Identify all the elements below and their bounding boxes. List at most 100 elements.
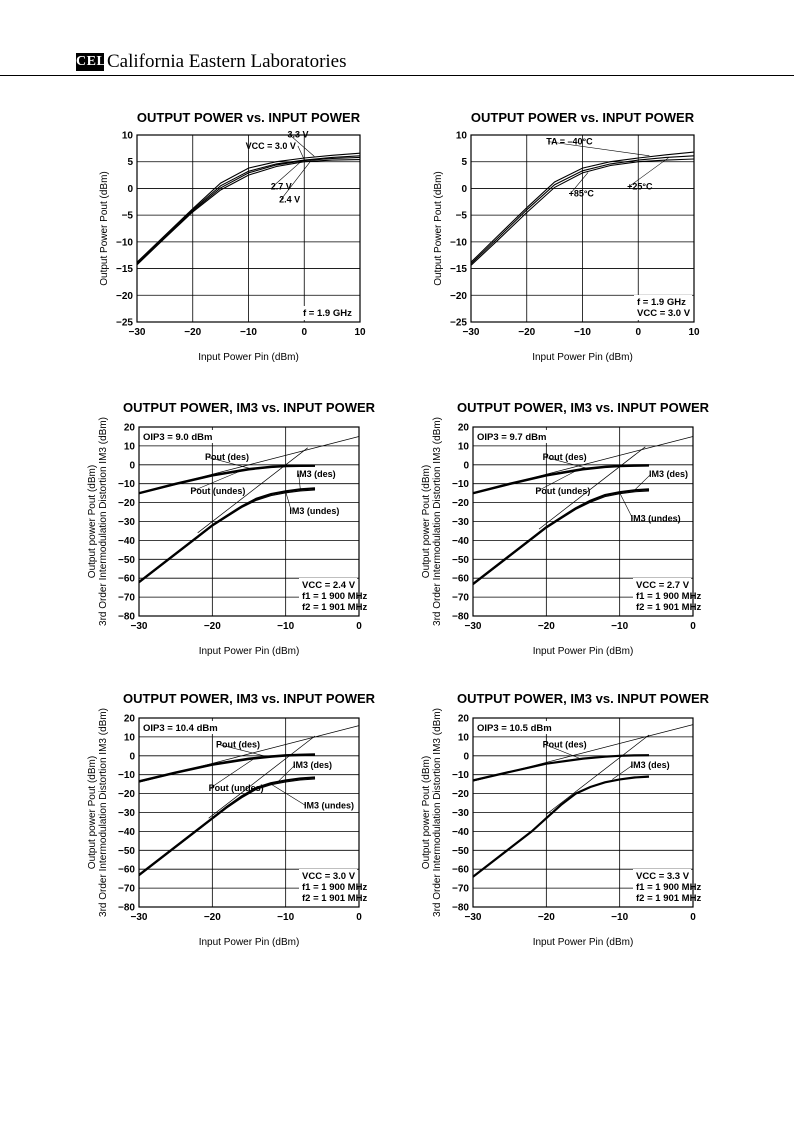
series-label: Pout (undes) [209, 783, 264, 793]
label-leader-line [192, 470, 242, 492]
y-tick-label: 10 [122, 131, 134, 142]
x-tick-label: −20 [204, 912, 221, 923]
x-tick-label: −10 [574, 327, 591, 338]
series-line [473, 490, 650, 586]
label-leader-line [270, 783, 307, 806]
label-leader-line [298, 474, 301, 490]
series-label: IM3 (undes) [289, 506, 339, 516]
series-label: 3.3 V [288, 130, 309, 140]
y-tick-label: −60 [452, 574, 469, 585]
series-line [139, 753, 316, 783]
label-leader-line [280, 160, 312, 200]
series-label: IM3 (des) [649, 469, 688, 479]
y-tick-label: −30 [118, 808, 135, 819]
y-tick-label: −60 [452, 865, 469, 876]
y-tick-label: −50 [452, 555, 469, 566]
x-tick-label: 0 [690, 912, 696, 923]
chart-title: OUTPUT POWER, IM3 vs. INPUT POWER [123, 400, 376, 415]
y-tick-label: −20 [118, 789, 135, 800]
chart-6: OUTPUT POWER, IM3 vs. INPUT POWER −30 −20 −… [421, 691, 710, 948]
x-tick-label: −20 [538, 621, 555, 632]
x-tick-label: −30 [131, 912, 148, 923]
x-tick-label: −10 [611, 621, 628, 632]
oip3-bg [141, 430, 215, 443]
y-axis-label: Output power Pout (dBm) [421, 756, 432, 869]
header-rule [0, 75, 794, 76]
cel-logo: CEL [76, 53, 107, 71]
reference-line [139, 725, 359, 783]
y-tick-label: −10 [450, 237, 467, 248]
y-tick-label: 10 [458, 441, 470, 452]
oip3-bg [141, 721, 215, 734]
y-tick-label: −40 [452, 536, 469, 547]
x-tick-label: 0 [301, 327, 307, 338]
series-label: Pout (des) [543, 739, 587, 749]
y-axis-label: Output Power Pout (dBm) [433, 171, 444, 286]
y-axis-label-2: 3rd Order Intermodulation Distortion IM3… [98, 417, 109, 626]
y-tick-label: −20 [452, 789, 469, 800]
x-tick-label: −30 [131, 621, 148, 632]
y-tick-label: −80 [452, 903, 469, 914]
y-tick-label: 0 [129, 460, 135, 471]
label-leader-line [634, 473, 652, 491]
annotation-text: f1 = 1 900 MHz [636, 591, 701, 602]
label-leader-line [544, 744, 580, 759]
label-leader-line [297, 145, 305, 160]
series-label: IM3 (undes) [631, 514, 681, 524]
series-label: IM3 (des) [631, 760, 670, 770]
x-tick-label: 0 [356, 912, 362, 923]
series-line [137, 159, 360, 266]
x-tick-label: −10 [240, 327, 257, 338]
chart-title: OUTPUT POWER vs. INPUT POWER [471, 110, 695, 125]
y-tick-label: −40 [118, 827, 135, 838]
annotation-bg [300, 306, 358, 320]
series-label: Pout (des) [216, 739, 260, 749]
y-tick-label: −50 [118, 555, 135, 566]
annotation-text: f2 = 1 901 MHz [302, 893, 367, 904]
annotation-bg [299, 869, 357, 905]
x-tick-label: −10 [277, 621, 294, 632]
reference-line [139, 436, 359, 494]
series-line [473, 488, 650, 585]
label-leader-line [628, 157, 670, 187]
y-tick-label: 10 [458, 732, 470, 743]
y-tick-label: −10 [452, 770, 469, 781]
y-tick-label: 0 [461, 184, 467, 195]
annotation-text: VCC = 3.0 V [637, 308, 691, 319]
y-tick-label: −80 [452, 612, 469, 623]
series-line [139, 465, 316, 495]
y-tick-label: −70 [452, 884, 469, 895]
x-tick-label: −30 [463, 327, 480, 338]
y-tick-label: −5 [456, 211, 468, 222]
y-tick-label: −70 [118, 593, 135, 604]
label-leader-line [285, 491, 292, 512]
y-tick-label: −20 [118, 498, 135, 509]
y-tick-label: 20 [124, 714, 136, 725]
annotation-bg [299, 578, 357, 614]
annotation-text: f = 1.9 GHz [637, 297, 686, 308]
label-leader-line [537, 470, 576, 492]
series-line [471, 158, 694, 266]
y-tick-label: −20 [116, 291, 133, 302]
x-tick-label: −20 [204, 621, 221, 632]
series-label: +85°C [569, 188, 595, 198]
chart-title: OUTPUT POWER vs. INPUT POWER [137, 110, 361, 125]
x-tick-label: −20 [538, 912, 555, 923]
chart-2: OUTPUT POWER vs. INPUT POWER −30 −20 −10 0 10… [433, 110, 700, 363]
annotation-text: VCC = 3.3 V [636, 871, 690, 882]
annotation-text: f1 = 1 900 MHz [302, 591, 367, 602]
label-leader-line [570, 172, 589, 194]
y-axis-label: Output power Pout (dBm) [87, 756, 98, 869]
y-tick-label: −60 [118, 574, 135, 585]
annotation-bg [633, 869, 691, 905]
reference-line [473, 724, 693, 782]
label-leader-line [612, 764, 633, 780]
y-axis-label-2: 3rd Order Intermodulation Distortion IM3… [98, 708, 109, 917]
chart-5: OUTPUT POWER, IM3 vs. INPUT POWER −30 −20 −… [87, 691, 376, 948]
series-line [139, 778, 316, 877]
y-tick-label: −60 [118, 865, 135, 876]
series-line [137, 152, 360, 263]
y-tick-label: −40 [452, 827, 469, 838]
y-tick-label: 20 [458, 423, 470, 434]
chart-title: OUTPUT POWER, IM3 vs. INPUT POWER [457, 400, 710, 415]
